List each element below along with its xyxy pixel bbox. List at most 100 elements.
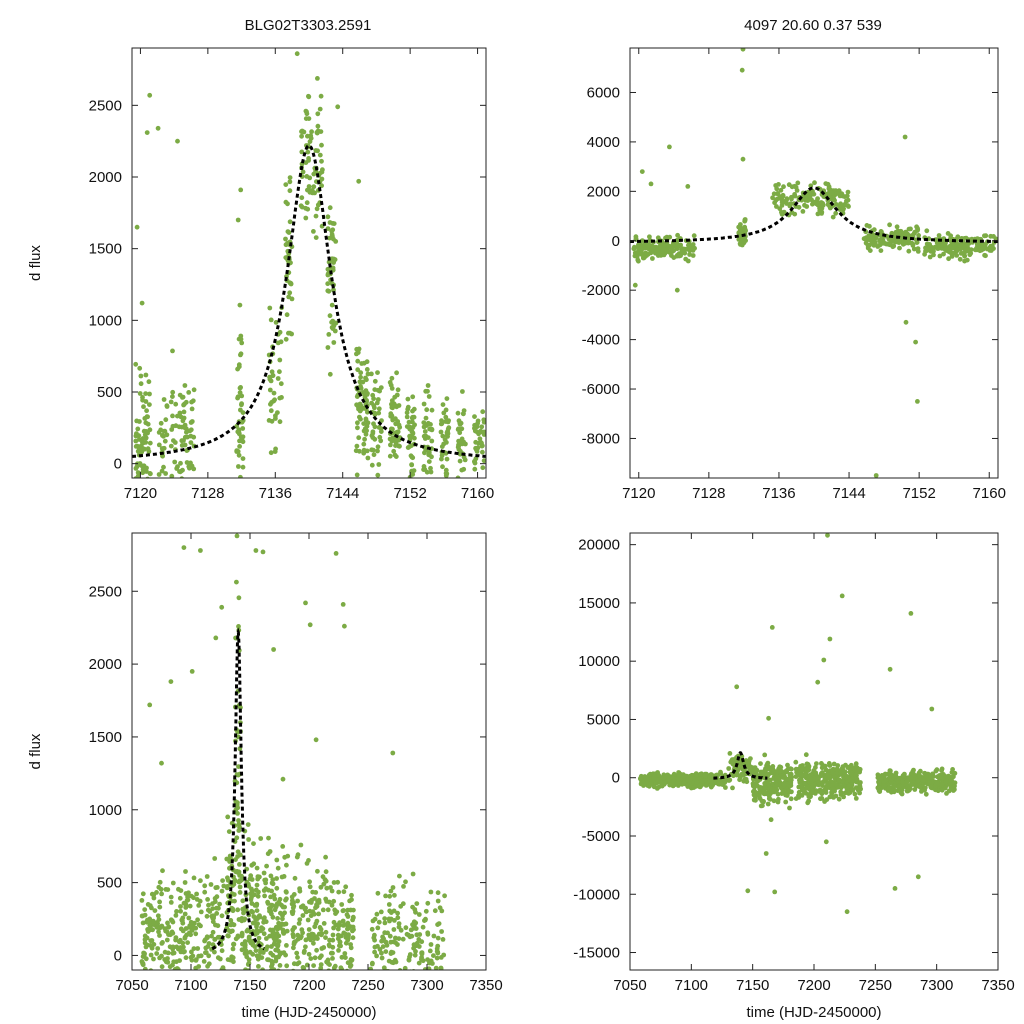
data-point	[641, 255, 647, 261]
data-point	[358, 374, 363, 380]
data-point	[426, 394, 432, 399]
data-point	[235, 934, 241, 940]
data-point	[414, 901, 420, 906]
data-point	[178, 904, 183, 909]
data-point	[897, 245, 902, 251]
data-point	[833, 210, 839, 216]
data-point	[438, 429, 444, 435]
data-point	[265, 901, 271, 906]
data-point	[275, 340, 281, 346]
data-point	[766, 715, 771, 721]
y-tick-label: 5000	[587, 711, 620, 728]
data-point	[183, 905, 189, 910]
data-point	[362, 392, 368, 398]
data-point	[771, 798, 777, 804]
y-tick-label: 1500	[89, 729, 122, 746]
data-point	[231, 970, 236, 975]
data-point	[847, 770, 853, 775]
data-point	[752, 765, 758, 770]
data-point	[148, 968, 154, 970]
data-point	[445, 419, 451, 425]
data-point	[877, 776, 883, 781]
data-point	[411, 468, 417, 473]
data-point	[406, 419, 412, 425]
data-point	[151, 974, 156, 979]
data-point	[198, 878, 203, 884]
data-point	[178, 945, 184, 950]
data-point	[259, 955, 265, 960]
data-point	[293, 939, 298, 944]
data-point	[145, 446, 151, 452]
data-point	[638, 776, 643, 781]
data-point	[814, 761, 819, 766]
data-point	[254, 953, 260, 959]
x-tick-label: 7050	[115, 977, 148, 994]
data-point	[238, 474, 243, 478]
data-point	[387, 893, 393, 899]
data-point	[318, 962, 324, 967]
data-point	[730, 785, 735, 791]
data-point	[157, 899, 163, 905]
data-point	[315, 868, 320, 874]
data-point	[143, 429, 149, 434]
data-point	[205, 963, 211, 969]
y-tick-label: -5000	[582, 828, 620, 845]
data-point	[423, 908, 429, 914]
data-point	[319, 169, 325, 175]
x-tick-label: 7150	[233, 977, 266, 994]
data-point	[239, 402, 244, 408]
data-point	[372, 949, 377, 955]
data-point	[391, 927, 397, 932]
data-point	[216, 978, 221, 983]
data-point	[276, 968, 281, 970]
data-point	[147, 702, 153, 708]
data-point	[440, 433, 446, 439]
data-point	[685, 258, 691, 264]
data-point	[375, 448, 380, 454]
data-point	[789, 789, 794, 795]
data-point	[400, 936, 406, 942]
data-point	[254, 928, 260, 933]
data-point	[892, 886, 898, 891]
data-point	[193, 931, 199, 937]
data-point	[418, 970, 423, 975]
data-point	[280, 988, 285, 993]
data-point	[266, 835, 271, 841]
data-point	[364, 399, 369, 405]
data-point	[345, 937, 351, 943]
data-point	[170, 919, 176, 925]
y-axis-label: d flux	[27, 245, 44, 281]
data-point	[991, 234, 996, 239]
data-point	[314, 206, 320, 212]
data-point	[865, 245, 871, 251]
data-point	[365, 455, 371, 461]
data-point	[307, 139, 313, 145]
data-point	[926, 245, 932, 251]
data-point	[774, 204, 779, 209]
data-point	[145, 517, 150, 522]
data-point	[165, 920, 170, 926]
data-point	[424, 407, 430, 413]
x-tick-label: 7128	[191, 485, 224, 502]
data-point	[407, 424, 413, 430]
data-point	[156, 917, 162, 922]
data-point	[287, 219, 293, 225]
data-point	[838, 201, 843, 207]
data-point	[777, 206, 783, 212]
data-point	[140, 480, 145, 485]
data-point	[235, 849, 241, 855]
data-point	[383, 949, 389, 954]
data-point	[303, 944, 308, 950]
data-point	[358, 407, 364, 413]
data-point	[146, 543, 151, 548]
data-point	[379, 955, 385, 961]
x-tick-label: 7100	[174, 977, 207, 994]
data-point	[861, 236, 867, 242]
data-point	[235, 429, 241, 435]
data-point	[215, 971, 220, 976]
data-point	[429, 426, 435, 432]
data-point	[667, 144, 672, 150]
data-point	[927, 780, 933, 785]
data-point	[328, 985, 333, 990]
data-point	[769, 789, 774, 795]
